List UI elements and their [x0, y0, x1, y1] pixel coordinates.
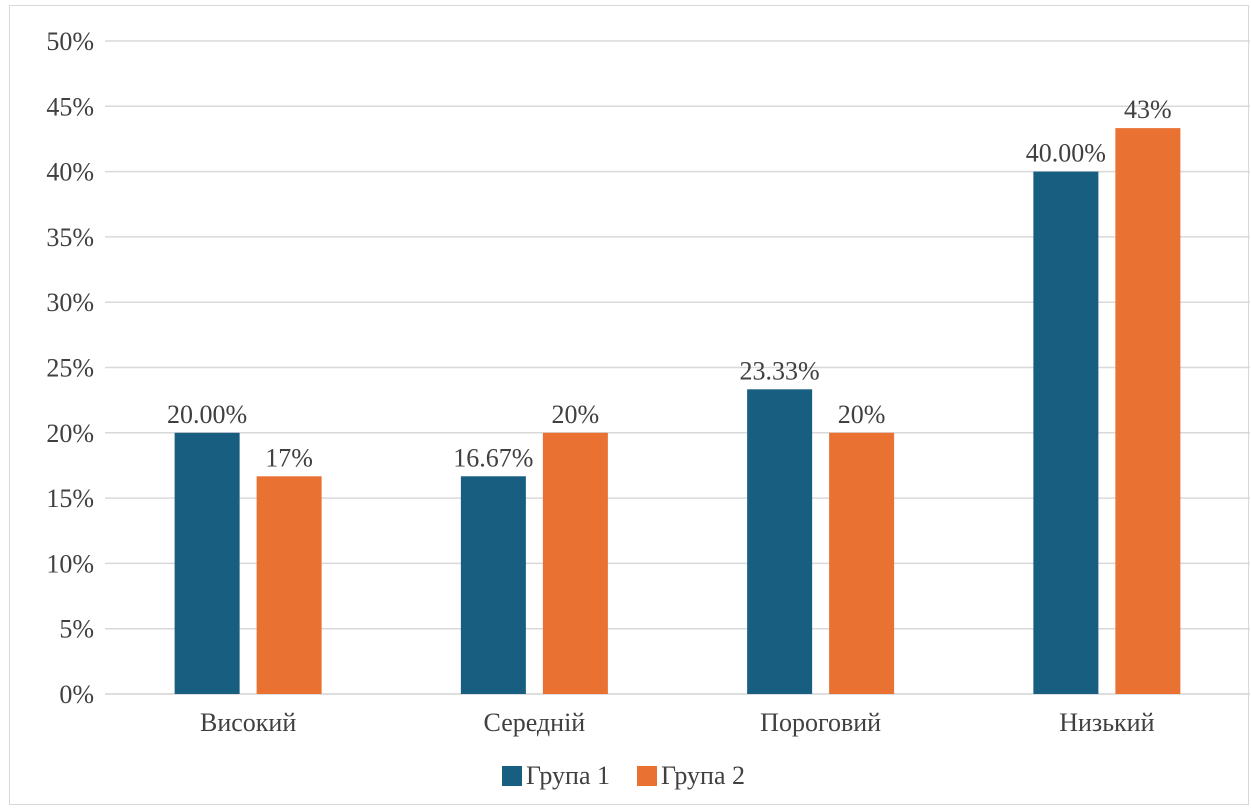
category-label: Високий	[200, 708, 296, 737]
bar-chart: 0% 5% 10% 15% 20% 25% 30% 35% 40% 45% 50% 20.00% 17…	[46, 27, 1250, 790]
data-label: 20%	[838, 400, 886, 429]
legend-swatch	[502, 766, 522, 786]
data-label: 23.33%	[740, 356, 820, 385]
y-tick-label: 40%	[46, 158, 94, 187]
y-tick-label: 20%	[46, 419, 94, 448]
y-tick-label: 25%	[46, 354, 94, 383]
y-tick-label: 30%	[46, 288, 94, 317]
bar	[542, 432, 608, 694]
category-label: Пороговий	[760, 708, 881, 737]
bar	[256, 476, 322, 694]
bar	[174, 432, 240, 694]
legend-label: Група 1	[526, 761, 610, 790]
chart-frame: 0% 5% 10% 15% 20% 25% 30% 35% 40% 45% 50% 20.00% 17…	[9, 5, 1250, 805]
bar	[1033, 171, 1099, 695]
y-tick-label: 10%	[46, 549, 94, 578]
category-label: Середній	[484, 708, 586, 737]
y-tick-label: 15%	[46, 484, 94, 513]
legend: Група 1 Група 2	[502, 761, 745, 790]
data-label: 17%	[265, 443, 313, 472]
data-label: 43%	[1124, 95, 1172, 124]
bar	[460, 476, 526, 694]
y-tick-label: 5%	[59, 615, 94, 644]
bars	[174, 128, 1181, 695]
y-axis-ticks: 0% 5% 10% 15% 20% 25% 30% 35% 40% 45% 50%	[46, 27, 94, 709]
y-tick-label: 35%	[46, 223, 94, 252]
y-tick-label: 0%	[59, 680, 94, 709]
category-label: Низький	[1059, 708, 1154, 737]
data-label: 16.67%	[453, 443, 533, 472]
x-axis-categories: Високий Середній Пороговий Низький	[200, 708, 1155, 737]
legend-swatch	[637, 766, 657, 786]
bar	[1115, 128, 1181, 694]
data-label: 20.00%	[167, 400, 247, 429]
data-label: 20%	[552, 400, 600, 429]
data-labels: 20.00% 17% 16.67% 20% 23.33% 20% 40.00% 43%	[167, 95, 1172, 472]
legend-label: Група 2	[661, 761, 745, 790]
bar	[829, 432, 895, 694]
bar	[747, 389, 813, 694]
y-tick-label: 45%	[46, 92, 94, 121]
y-tick-label: 50%	[46, 27, 94, 56]
data-label: 40.00%	[1026, 139, 1106, 168]
